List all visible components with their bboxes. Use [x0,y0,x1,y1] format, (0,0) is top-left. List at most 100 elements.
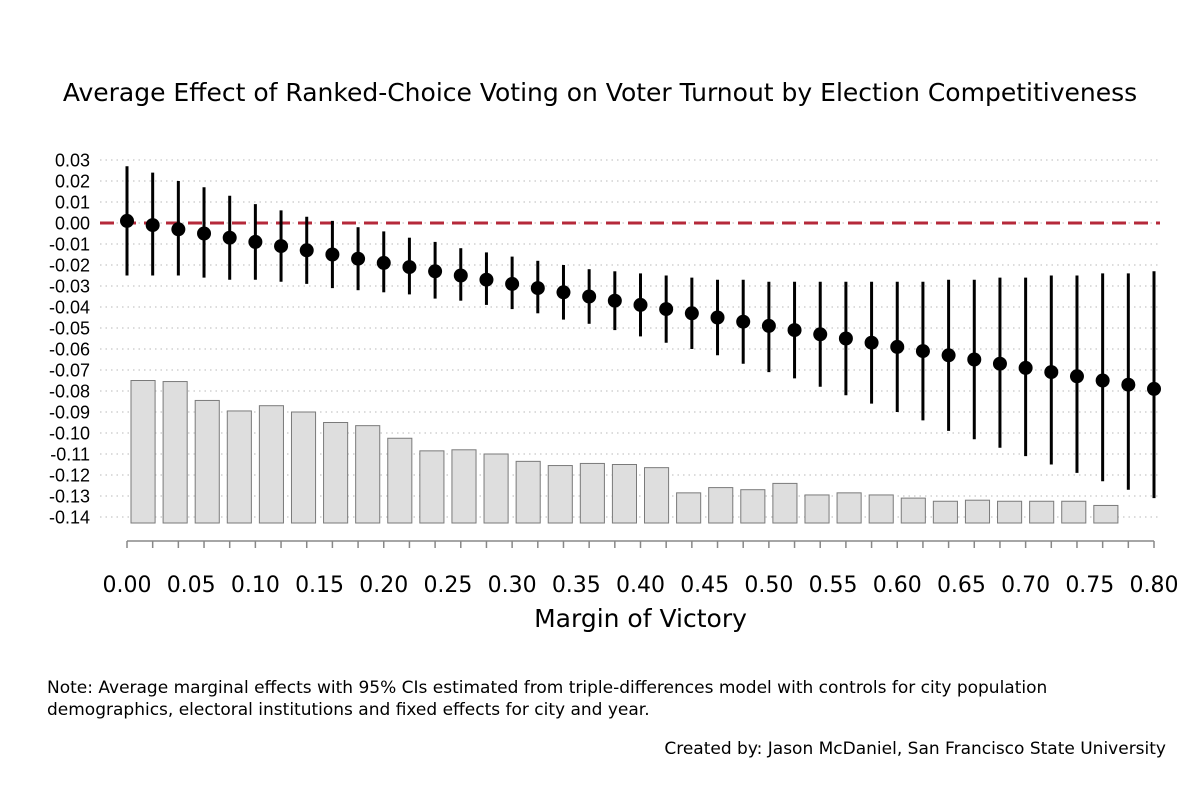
effect-point [761,318,776,333]
effect-point [145,218,160,233]
effect-point [274,239,289,254]
histogram-bar [258,405,284,524]
effect-point [1121,377,1136,392]
y-tick-label: -0.08 [49,382,90,402]
x-tick-label: 0.75 [1065,573,1114,598]
x-tick-label: 0.25 [423,573,472,598]
effect-point [299,243,314,258]
effect-point [967,352,982,367]
histogram-bar [868,494,894,524]
effect-point [325,247,340,262]
y-tick-label: -0.05 [49,319,90,339]
histogram-bar [1093,504,1119,524]
histogram-bar [355,425,381,524]
effect-point [505,276,520,291]
y-tick-label: -0.07 [49,361,90,381]
effect-point [607,293,622,308]
y-tick-label: -0.06 [49,340,90,360]
x-tick-label: 0.15 [295,573,344,598]
effect-point [1069,369,1084,384]
histogram-bar [387,437,413,524]
x-tick-label: 0.20 [359,573,408,598]
credit: Created by: Jason McDaniel, San Francisc… [664,739,1166,759]
x-tick-label: 0.60 [873,573,922,598]
effect-point [1095,373,1110,388]
y-tick-label: -0.02 [49,256,90,276]
x-tick-label: 0.35 [552,573,601,598]
chart-title: Average Effect of Ranked-Choice Voting o… [62,78,1138,107]
y-tick-label: 0.01 [55,193,90,213]
x-tick-label: 0.45 [680,573,729,598]
effect-point [530,281,545,296]
histogram-bar [451,449,477,524]
effect-point [1147,381,1161,396]
effect-point [787,323,802,338]
histogram-bar [1029,500,1055,524]
effect-point [197,226,212,241]
histogram-bar [900,497,926,524]
effect-point [659,302,674,317]
histogram-bar [932,500,958,524]
effect-point [1044,365,1059,380]
effect-point [171,222,186,237]
effect-point [120,213,134,228]
note: Note: Average marginal effects with 95% … [47,677,1167,721]
x-tick-label: 0.65 [937,573,986,598]
y-tick-label: 0.00 [55,214,90,234]
note-line-2: demographics, electoral institutions and… [47,700,650,720]
histogram-bar [740,489,766,524]
x-tick-label: 0.05 [167,573,216,598]
histogram-bar [676,492,702,524]
y-tick-label: -0.13 [49,487,90,507]
x-axis-title: Margin of Victory [534,604,747,633]
effect-point [838,331,853,346]
histogram-bar [1061,500,1087,524]
y-tick-label: -0.01 [49,235,90,255]
histogram-bar [419,450,445,524]
histogram-bar [194,399,220,524]
histogram-bar [226,410,252,524]
histogram-bar [708,487,734,524]
x-tick-label: 0.80 [1130,573,1179,598]
effect-point [428,264,443,279]
effect-point [222,230,237,245]
histogram-bars [130,380,1119,524]
histogram-bar [547,465,573,524]
effect-point [479,272,494,287]
histogram-bar [644,467,670,524]
x-tick-label: 0.40 [616,573,665,598]
effect-points [120,213,1161,396]
effect-point [351,251,366,266]
y-tick-label: -0.10 [49,424,90,444]
effect-point [915,344,930,359]
effect-point [376,255,391,270]
effect-point [941,348,956,363]
x-tick-label: 0.10 [231,573,280,598]
histogram-bar [290,411,317,524]
y-tick-label: -0.09 [49,403,90,423]
x-tick-label: 0.55 [809,573,858,598]
y-tick-label: -0.12 [49,466,90,486]
histogram-bar [515,460,541,524]
y-tick-label: 0.03 [55,151,90,171]
histogram-bar [323,422,349,524]
histogram-bar [997,500,1023,524]
effect-point [556,285,571,300]
histogram-bar [772,482,798,524]
x-tick-label: 0.00 [103,573,152,598]
axes [126,540,1155,548]
chart: 0.030.020.010.00-0.01-0.02-0.03-0.04-0.0… [49,151,1179,634]
histogram-bar [964,499,991,524]
histogram-bar [804,494,830,524]
axis-labels: 0.030.020.010.00-0.01-0.02-0.03-0.04-0.0… [49,151,1179,634]
y-tick-label: 0.02 [55,172,90,192]
histogram-bar [483,453,509,524]
x-tick-label: 0.30 [488,573,537,598]
effect-point [890,339,905,354]
y-tick-label: -0.03 [49,277,90,297]
effect-point [1018,360,1033,375]
effect-point [582,289,597,304]
x-tick-label: 0.50 [744,573,793,598]
effect-point [864,335,879,350]
effect-point [813,327,828,342]
